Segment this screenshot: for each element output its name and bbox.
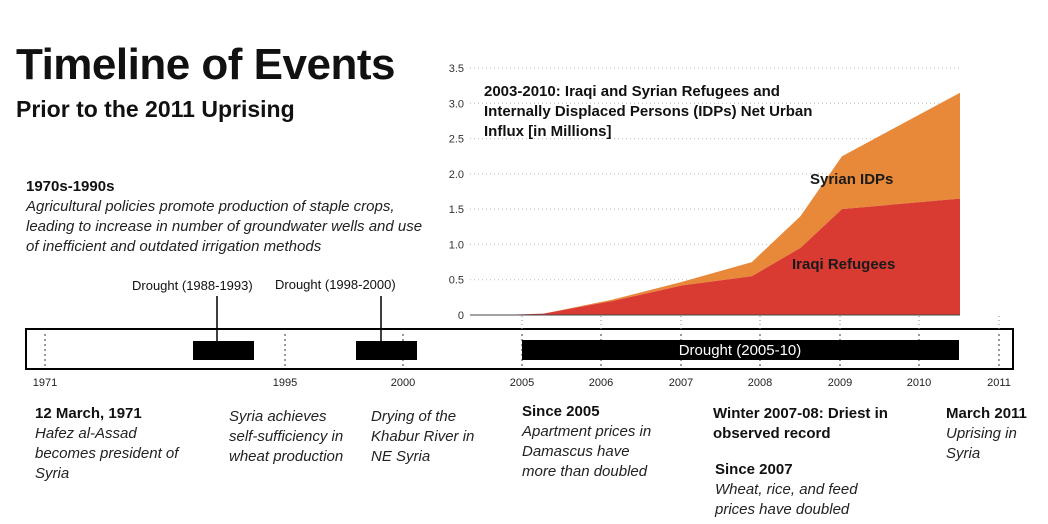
page-subtitle: Prior to the 2011 Uprising bbox=[16, 96, 295, 122]
y-tick-label: 2.0 bbox=[449, 169, 464, 181]
y-tick-label: 1.5 bbox=[449, 204, 464, 216]
event-2007-heading: Since 2007 bbox=[715, 461, 793, 478]
year-label: 2005 bbox=[510, 377, 534, 389]
syrian-idps-area bbox=[502, 92, 960, 315]
event-2007-text: Wheat, rice, and feed prices have double… bbox=[715, 481, 858, 518]
event-2011-text: Uprising in Syria bbox=[946, 425, 1017, 462]
year-label: 2006 bbox=[589, 377, 613, 389]
y-axis-ticks: 0 0.5 1.0 1.5 2.0 2.5 3.0 3.5 bbox=[449, 63, 464, 322]
event-2005-text: Apartment prices in Damascus have more t… bbox=[522, 423, 652, 480]
timeline-band: Drought (2005-10) bbox=[25, 296, 1014, 370]
year-label: 2000 bbox=[391, 377, 415, 389]
event-khabur-river: Drying of the Khabur River in NE Syria bbox=[371, 408, 475, 465]
era-heading: 1970s-1990s bbox=[26, 178, 115, 195]
event-1971-heading: 12 March, 1971 bbox=[35, 405, 142, 422]
series-label-iraqi: Iraqi Refugees bbox=[792, 256, 895, 273]
year-label: 2010 bbox=[907, 377, 931, 389]
y-tick-label: 1.0 bbox=[449, 239, 464, 251]
y-tick-label: 0.5 bbox=[449, 275, 464, 287]
y-tick-label: 2.5 bbox=[449, 134, 464, 146]
drought-1988-label: Drought (1988-1993) bbox=[132, 278, 253, 293]
timeline-year-labels: 1971 1995 2000 2005 2006 2007 2008 2009 2010 2011 bbox=[33, 377, 1011, 389]
area-chart: 0 0.5 1.0 1.5 2.0 2.5 3.0 3.5 Syrian IDPs Iraqi… bbox=[449, 63, 960, 322]
year-label: 2008 bbox=[748, 377, 772, 389]
y-tick-label: 3.5 bbox=[449, 63, 464, 75]
y-tick-label: 3.0 bbox=[449, 98, 464, 110]
year-label: 2009 bbox=[828, 377, 852, 389]
event-wheat-self-sufficiency: Syria achieves self-sufficiency in wheat… bbox=[229, 408, 344, 465]
drought-1998-label: Drought (1998-2000) bbox=[275, 277, 396, 292]
series-label-syrian: Syrian IDPs bbox=[810, 171, 893, 188]
drought-1998-bar bbox=[356, 341, 417, 360]
chart-title: 2003-2010: Iraqi and Syrian Refugees and… bbox=[484, 83, 813, 140]
drought-1988-bar bbox=[193, 341, 254, 360]
event-2005-heading: Since 2005 bbox=[522, 403, 600, 420]
drought-2005-bar bbox=[522, 340, 959, 360]
year-label: 2007 bbox=[669, 377, 693, 389]
y-tick-label: 0 bbox=[458, 310, 464, 322]
year-label: 1971 bbox=[33, 377, 57, 389]
year-label: 1995 bbox=[273, 377, 297, 389]
event-1971-text: Hafez al-Assad becomes president of Syri… bbox=[35, 425, 179, 482]
era-description: Agricultural policies promote production… bbox=[26, 198, 423, 255]
page-title: Timeline of Events bbox=[16, 40, 395, 89]
drought-2005-label: Drought (2005-10) bbox=[679, 342, 802, 359]
event-winter-2007-heading: Winter 2007-08: Driest in observed recor… bbox=[713, 405, 888, 442]
iraqi-refugees-area bbox=[502, 198, 960, 315]
event-2011-heading: March 2011 bbox=[946, 405, 1027, 422]
year-label: 2011 bbox=[987, 377, 1011, 389]
